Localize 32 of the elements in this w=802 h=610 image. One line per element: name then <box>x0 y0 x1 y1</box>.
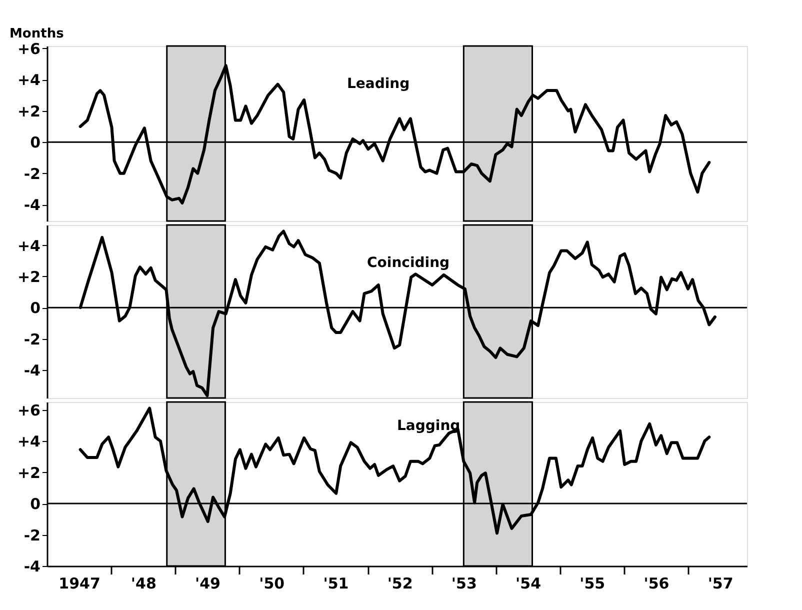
series-label: Coinciding <box>367 255 450 271</box>
x-tick-label: '49 <box>195 574 220 592</box>
y-tick-label: 0 <box>30 134 40 152</box>
series-label: Leading <box>347 76 410 92</box>
x-tick-label: '57 <box>708 574 734 592</box>
y-tick-label: -4 <box>24 361 40 380</box>
y-tick-label: -2 <box>24 526 40 544</box>
x-tick-label: '48 <box>130 574 156 592</box>
y-tick-label: +2 <box>17 268 40 286</box>
x-tick-label: '52 <box>387 574 413 592</box>
y-tick-label: +4 <box>17 71 40 90</box>
x-tick-label: 1947 <box>58 574 100 592</box>
x-tick-label: '55 <box>580 574 606 592</box>
y-tick-label: 0 <box>30 299 40 318</box>
y-tick-label: -4 <box>24 558 40 576</box>
y-tick-label: +6 <box>17 40 40 58</box>
y-axis-title: Months <box>10 26 64 42</box>
x-tick-label: '53 <box>451 574 477 592</box>
series-label: Lagging <box>397 418 460 434</box>
x-tick-label: '54 <box>516 574 542 592</box>
y-tick-label: +4 <box>17 432 40 451</box>
y-tick-label: -4 <box>24 196 40 214</box>
y-tick-label: +6 <box>17 401 40 420</box>
y-tick-label: -2 <box>24 164 40 183</box>
y-tick-label: +2 <box>17 102 40 120</box>
y-tick-label: +2 <box>17 464 40 482</box>
x-tick-label: '51 <box>323 574 349 592</box>
x-tick-label: '56 <box>644 574 670 592</box>
y-tick-label: 0 <box>30 495 40 514</box>
x-tick-label: '50 <box>259 574 285 592</box>
y-tick-label: +4 <box>17 236 40 255</box>
y-tick-label: -2 <box>24 330 40 348</box>
